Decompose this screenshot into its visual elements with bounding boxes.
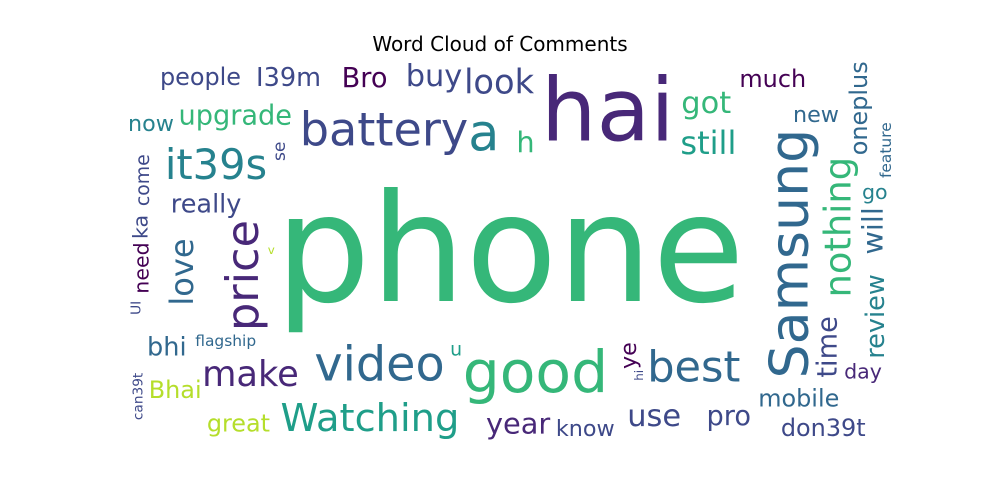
word-really: really	[171, 189, 242, 219]
word-best: best	[647, 343, 740, 393]
word-use: use	[627, 399, 681, 434]
word-people: people	[160, 63, 241, 91]
word-mobile: mobile	[758, 384, 839, 412]
word-hi: hi	[632, 370, 646, 381]
word-much: much	[739, 65, 806, 93]
word-phone: phone	[275, 163, 744, 337]
word-v: v	[268, 243, 275, 257]
word-need: need	[130, 242, 154, 293]
word-buy: buy	[406, 59, 463, 94]
word-hai: hai	[541, 59, 675, 161]
word-don39t: don39t	[781, 414, 866, 442]
word-nothing: nothing	[816, 157, 859, 298]
word-good: good	[463, 338, 608, 406]
word-i39m: I39m	[256, 63, 321, 93]
word-bro: Bro	[342, 63, 388, 94]
word-se: se	[270, 142, 290, 162]
word-ye: ye	[616, 342, 642, 369]
word-ka: ka	[129, 215, 153, 239]
word-review: review	[861, 274, 891, 359]
word-it39s: it39s	[165, 140, 267, 189]
word-oneplus: oneplus	[845, 61, 873, 155]
word-price: price	[217, 220, 269, 331]
word-now: now	[128, 111, 174, 137]
word-look: look	[464, 62, 534, 101]
word-bhi: bhi	[147, 333, 187, 363]
word-feature: feature	[877, 122, 895, 178]
chart-title: Word Cloud of Comments	[372, 32, 628, 56]
word-video: video	[314, 338, 444, 393]
word-new: new	[793, 102, 839, 128]
word-upgrade: upgrade	[178, 100, 292, 131]
word-bhai: Bhai	[149, 376, 202, 404]
word-year: year	[486, 406, 550, 440]
word-love: love	[163, 238, 201, 305]
word-know: know	[556, 416, 615, 442]
word-h: h	[516, 125, 534, 159]
word-u: u	[450, 339, 462, 361]
word-battery: battery	[300, 103, 468, 157]
word-ui: UI	[128, 301, 144, 315]
word-day: day	[844, 360, 882, 384]
word-time: time	[812, 316, 843, 377]
word-still: still	[680, 124, 736, 162]
word-can39t: can39t	[131, 372, 147, 420]
word-go: go	[862, 180, 888, 204]
word-pro: pro	[707, 401, 751, 432]
word-flagship: flagship	[195, 332, 256, 350]
word-samsung: Samsung	[758, 129, 821, 379]
word-watching: Watching	[281, 396, 460, 441]
word-will: will	[856, 207, 890, 255]
word-make: make	[202, 354, 299, 395]
word-come: come	[132, 154, 154, 206]
word-a: a	[468, 103, 499, 162]
word-great: great	[207, 409, 270, 437]
word-got: got	[681, 86, 731, 121]
